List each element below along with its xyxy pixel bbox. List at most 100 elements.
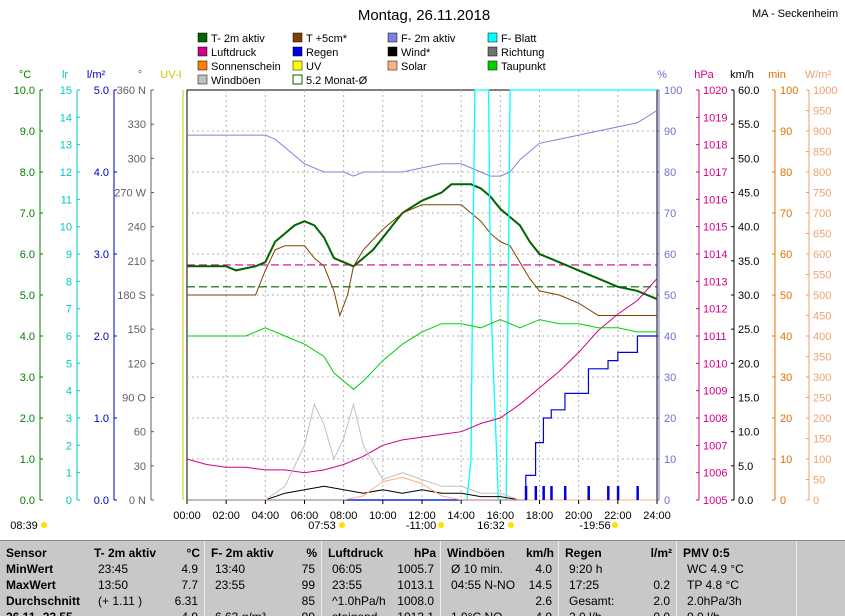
- left-axis-label-2-3: 2.0: [94, 331, 109, 343]
- stats-row-label-4: 26.11.-22.55: [6, 610, 73, 616]
- stats-cell-2-0-b: 1005.7: [397, 562, 434, 576]
- right-axis-label-4-13: 350: [813, 352, 831, 364]
- left-axis-label-1-5: 10: [60, 222, 72, 234]
- right-axis-label-4-18: 100: [813, 454, 831, 466]
- right-axis-label-3-0: 100: [780, 85, 798, 97]
- left-axis-label-1-7: 8: [66, 276, 72, 288]
- left-axis-label-1-2: 13: [60, 140, 72, 152]
- stats-cell-4-3-a: 2.0 l/h: [569, 610, 602, 616]
- rain-bar-9: [616, 486, 620, 500]
- rain-bar-6: [563, 486, 567, 500]
- x-tick-label-12: 24:00: [643, 510, 671, 522]
- right-axis-label-2-6: 30.0: [738, 290, 759, 302]
- right-axis-label-2-7: 25.0: [738, 324, 759, 336]
- legend: T- 2m aktiv T +5cm* F- 2m aktiv F- Blatt Luf…: [197, 32, 546, 87]
- right-axis-label-1-7: 1013: [703, 276, 727, 288]
- left-axis-label-0-10: 0.0: [20, 495, 35, 507]
- legend-label-t-2m-aktiv: T- 2m aktiv: [211, 33, 265, 45]
- left-axis-label-3-2: 300: [128, 153, 146, 165]
- left-axis-label-0-6: 4.0: [20, 331, 35, 343]
- right-axis-label-4-1: 950: [813, 106, 831, 118]
- stats-cell-4-1-a: 17:25: [569, 578, 600, 592]
- stats-cell-1-0-b: 75: [301, 562, 315, 576]
- right-axis-label-3-8: 20: [780, 413, 792, 425]
- right-axis-unit-0: %: [657, 69, 667, 81]
- left-axis-unit-3: °: [138, 69, 142, 81]
- right-axis-label-0-9: 10: [664, 454, 676, 466]
- series-wind: [187, 485, 657, 501]
- x-tick-label-3: 06:00: [291, 510, 319, 522]
- series-regen: [187, 335, 657, 501]
- right-axis-label-2-8: 20.0: [738, 358, 759, 370]
- stats-cell-4-2-a: Gesamt:: [569, 594, 615, 608]
- stats-cell-3-3-a: 1.9°C NO: [451, 610, 502, 616]
- left-axis-label-0-5: 5.0: [20, 290, 35, 302]
- right-axis-label-1-3: 1017: [703, 167, 727, 179]
- axes: °C10.09.08.07.06.05.04.03.02.01.00.0lr15…: [14, 69, 838, 507]
- sun-marker-icon-1: [339, 522, 345, 528]
- right-axis-label-1-8: 1012: [703, 304, 727, 316]
- x-tick-label-11: 22:00: [604, 510, 632, 522]
- x-tick-label-10: 20:00: [565, 510, 593, 522]
- right-axis-label-0-1: 90: [664, 126, 676, 138]
- right-axis-label-0-6: 40: [664, 331, 676, 343]
- stats-row-label-3: Durchschnitt: [6, 594, 81, 608]
- right-axis-unit-1: hPa: [694, 69, 714, 81]
- left-axis-label-0-4: 6.0: [20, 249, 35, 261]
- stats-row-label-1: MinWert: [6, 562, 54, 576]
- series-windb-en: [187, 402, 657, 501]
- right-axis-label-0-0: 100: [664, 85, 682, 97]
- left-axis-unit-1: lr: [62, 69, 68, 81]
- stats-cell-1-1-a: 23:55: [215, 578, 246, 592]
- stats-header-2: Luftdruck: [328, 546, 384, 560]
- right-axis-label-4-6: 700: [813, 208, 831, 220]
- left-axis-label-1-15: 0: [66, 495, 72, 507]
- right-axis-label-4-0: 1000: [813, 85, 837, 97]
- left-axis-unit-4: UV-I: [160, 69, 181, 81]
- right-axis-label-2-5: 35.0: [738, 256, 759, 268]
- right-axis-label-4-4: 800: [813, 167, 831, 179]
- rain-bar-8: [607, 486, 610, 500]
- left-axis-unit-2: l/m²: [87, 69, 106, 81]
- right-axis-label-1-0: 1020: [703, 85, 727, 97]
- x-tick-label-9: 18:00: [526, 510, 554, 522]
- series-solar: [187, 476, 657, 501]
- legend-label-wind: Wind*: [401, 47, 431, 59]
- sun-marker-icon-2: [438, 522, 444, 528]
- series-t-5cm: [187, 204, 657, 318]
- rain-bar-10: [636, 486, 639, 500]
- stats-cell-1-3-a: 6.63 g/m³: [215, 610, 266, 616]
- stats-cell-5-1-a: TP 4.8 °C: [687, 578, 739, 592]
- right-axis-label-1-9: 1011: [703, 331, 727, 343]
- sun-time-3: 16:32: [477, 520, 505, 532]
- stats-header-1: F- 2m aktiv: [211, 546, 274, 560]
- left-axis-label-3-10: 60: [134, 427, 146, 439]
- legend-label-taupunkt: Taupunkt: [501, 61, 546, 73]
- series-f-2m-aktiv: [187, 110, 658, 177]
- right-axis-label-1-2: 1018: [703, 140, 727, 152]
- stats-column-5: PMV 0:5 WC 4.9 °C TP 4.8 °C 2.0hPa/3h 0.0 l/…: [677, 541, 797, 616]
- right-axis-label-2-12: 0.0: [738, 495, 753, 507]
- legend-swatch-t-5cm: [292, 32, 303, 43]
- rain-bar-2: [524, 486, 528, 500]
- right-axis-label-0-8: 20: [664, 413, 676, 425]
- left-axis-label-2-2: 3.0: [94, 249, 109, 261]
- x-tick-label-8: 16:00: [487, 510, 515, 522]
- left-axis-label-2-4: 1.0: [94, 413, 109, 425]
- x-tick-label-6: 12:00: [408, 510, 436, 522]
- legend-swatch-regen: [292, 46, 303, 57]
- stats-cell-0-2-b: 6.31: [174, 594, 198, 608]
- legend-swatch-wind: [387, 46, 398, 57]
- right-axis-unit-3: min: [768, 69, 786, 81]
- station-name: MA - Seckenheim: [752, 8, 838, 20]
- right-axis-unit-2: km/h: [730, 69, 754, 81]
- right-axis-label-2-0: 60.0: [738, 85, 759, 97]
- legend-label-t-5cm: T +5cm*: [306, 33, 348, 45]
- x-tick-label-7: 14:00: [447, 510, 475, 522]
- left-axis-label-1-4: 11: [61, 194, 72, 206]
- legend-label-richtung: Richtung: [501, 47, 544, 59]
- left-axis-label-0-7: 3.0: [20, 372, 35, 384]
- left-axis-label-2-1: 4.0: [94, 167, 109, 179]
- left-axis-label-1-3: 12: [60, 167, 72, 179]
- right-axis-label-1-11: 1009: [703, 386, 727, 398]
